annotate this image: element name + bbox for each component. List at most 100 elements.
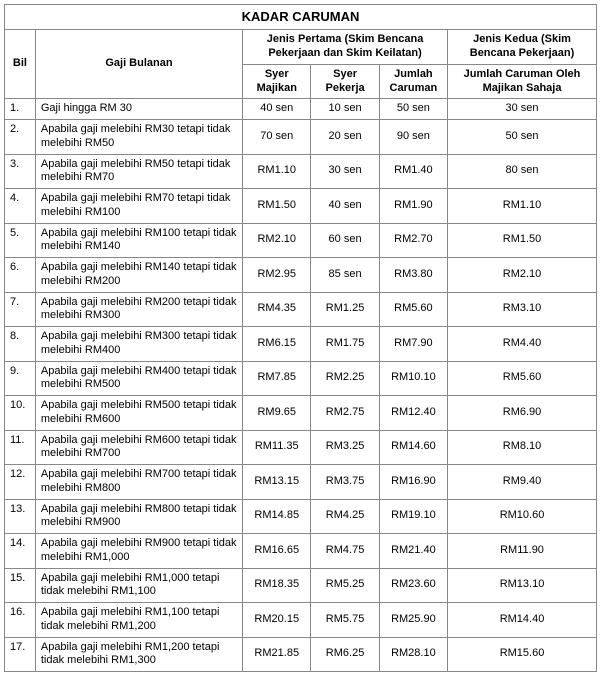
cell-syer-pekerja: 30 sen [311, 154, 379, 189]
cell-bil: 13. [5, 499, 36, 534]
cell-jumlah: RM21.40 [379, 534, 447, 569]
cell-syer-majikan: RM9.65 [243, 396, 311, 431]
cell-kedua: RM8.10 [448, 430, 597, 465]
cell-gaji: Apabila gaji melebihi RM100 tetapi tidak… [35, 223, 242, 258]
table-row: 10.Apabila gaji melebihi RM500 tetapi ti… [5, 396, 597, 431]
cell-kedua: RM2.10 [448, 258, 597, 293]
header-jumlah-majikan: Jumlah Caruman Oleh Majikan Sahaja [448, 64, 597, 99]
header-gaji: Gaji Bulanan [35, 30, 242, 99]
cell-jumlah: RM16.90 [379, 465, 447, 500]
cell-syer-majikan: RM2.10 [243, 223, 311, 258]
cell-syer-majikan: RM16.65 [243, 534, 311, 569]
cell-jumlah: RM19.10 [379, 499, 447, 534]
cell-bil: 14. [5, 534, 36, 569]
cell-bil: 16. [5, 603, 36, 638]
cell-jumlah: RM7.90 [379, 327, 447, 362]
cell-syer-majikan: RM4.35 [243, 292, 311, 327]
cell-bil: 3. [5, 154, 36, 189]
table-row: 2.Apabila gaji melebihi RM30 tetapi tida… [5, 120, 597, 155]
cell-kedua: RM3.10 [448, 292, 597, 327]
cell-syer-majikan: RM14.85 [243, 499, 311, 534]
cell-kedua: RM4.40 [448, 327, 597, 362]
cell-syer-pekerja: RM4.75 [311, 534, 379, 569]
kadar-caruman-table: KADAR CARUMAN Bil Gaji Bulanan Jenis Per… [4, 4, 597, 672]
cell-gaji: Gaji hingga RM 30 [35, 99, 242, 120]
header-syer-pekerja: Syer Pekerja [311, 64, 379, 99]
cell-syer-majikan: 70 sen [243, 120, 311, 155]
cell-gaji: Apabila gaji melebihi RM500 tetapi tidak… [35, 396, 242, 431]
cell-bil: 1. [5, 99, 36, 120]
cell-jumlah: RM2.70 [379, 223, 447, 258]
cell-syer-pekerja: 40 sen [311, 189, 379, 224]
header-jenis-pertama: Jenis Pertama (Skim Bencana Pekerjaan da… [243, 30, 448, 65]
cell-gaji: Apabila gaji melebihi RM800 tetapi tidak… [35, 499, 242, 534]
table-row: 5.Apabila gaji melebihi RM100 tetapi tid… [5, 223, 597, 258]
table-body: 1.Gaji hingga RM 3040 sen10 sen50 sen30 … [5, 99, 597, 672]
table-row: 7.Apabila gaji melebihi RM200 tetapi tid… [5, 292, 597, 327]
cell-bil: 6. [5, 258, 36, 293]
cell-bil: 7. [5, 292, 36, 327]
cell-gaji: Apabila gaji melebihi RM300 tetapi tidak… [35, 327, 242, 362]
cell-syer-pekerja: RM2.75 [311, 396, 379, 431]
table-row: 9.Apabila gaji melebihi RM400 tetapi tid… [5, 361, 597, 396]
table-row: 4.Apabila gaji melebihi RM70 tetapi tida… [5, 189, 597, 224]
cell-kedua: RM6.90 [448, 396, 597, 431]
cell-gaji: Apabila gaji melebihi RM1,100 tetapi tid… [35, 603, 242, 638]
header-bil: Bil [5, 30, 36, 99]
header-syer-majikan: Syer Majikan [243, 64, 311, 99]
table-row: 15.Apabila gaji melebihi RM1,000 tetapi … [5, 568, 597, 603]
cell-jumlah: RM10.10 [379, 361, 447, 396]
cell-syer-pekerja: RM2.25 [311, 361, 379, 396]
cell-kedua: 30 sen [448, 99, 597, 120]
cell-syer-majikan: 40 sen [243, 99, 311, 120]
table-title: KADAR CARUMAN [5, 5, 597, 30]
cell-kedua: RM1.50 [448, 223, 597, 258]
cell-kedua: 50 sen [448, 120, 597, 155]
cell-kedua: RM1.10 [448, 189, 597, 224]
cell-syer-pekerja: RM4.25 [311, 499, 379, 534]
cell-gaji: Apabila gaji melebihi RM200 tetapi tidak… [35, 292, 242, 327]
cell-jumlah: 90 sen [379, 120, 447, 155]
cell-gaji: Apabila gaji melebihi RM140 tetapi tidak… [35, 258, 242, 293]
cell-jumlah: RM23.60 [379, 568, 447, 603]
cell-jumlah: 50 sen [379, 99, 447, 120]
cell-gaji: Apabila gaji melebihi RM1,200 tetapi tid… [35, 637, 242, 672]
cell-syer-majikan: RM11.35 [243, 430, 311, 465]
table-row: 12.Apabila gaji melebihi RM700 tetapi ti… [5, 465, 597, 500]
cell-jumlah: RM1.90 [379, 189, 447, 224]
cell-kedua: 80 sen [448, 154, 597, 189]
cell-syer-pekerja: RM5.75 [311, 603, 379, 638]
cell-bil: 5. [5, 223, 36, 258]
cell-syer-majikan: RM21.85 [243, 637, 311, 672]
cell-syer-pekerja: 85 sen [311, 258, 379, 293]
cell-syer-pekerja: 60 sen [311, 223, 379, 258]
cell-gaji: Apabila gaji melebihi RM1,000 tetapi tid… [35, 568, 242, 603]
cell-gaji: Apabila gaji melebihi RM30 tetapi tidak … [35, 120, 242, 155]
cell-jumlah: RM5.60 [379, 292, 447, 327]
cell-jumlah: RM14.60 [379, 430, 447, 465]
cell-kedua: RM11.90 [448, 534, 597, 569]
cell-jumlah: RM25.90 [379, 603, 447, 638]
cell-gaji: Apabila gaji melebihi RM900 tetapi tidak… [35, 534, 242, 569]
cell-gaji: Apabila gaji melebihi RM50 tetapi tidak … [35, 154, 242, 189]
cell-syer-pekerja: RM1.25 [311, 292, 379, 327]
cell-syer-majikan: RM1.50 [243, 189, 311, 224]
cell-gaji: Apabila gaji melebihi RM70 tetapi tidak … [35, 189, 242, 224]
cell-bil: 9. [5, 361, 36, 396]
cell-gaji: Apabila gaji melebihi RM400 tetapi tidak… [35, 361, 242, 396]
cell-syer-pekerja: RM3.75 [311, 465, 379, 500]
cell-bil: 11. [5, 430, 36, 465]
cell-gaji: Apabila gaji melebihi RM600 tetapi tidak… [35, 430, 242, 465]
cell-syer-majikan: RM13.15 [243, 465, 311, 500]
cell-syer-pekerja: RM6.25 [311, 637, 379, 672]
table-row: 6.Apabila gaji melebihi RM140 tetapi tid… [5, 258, 597, 293]
cell-bil: 4. [5, 189, 36, 224]
cell-jumlah: RM28.10 [379, 637, 447, 672]
cell-kedua: RM14.40 [448, 603, 597, 638]
cell-syer-majikan: RM2.95 [243, 258, 311, 293]
cell-syer-pekerja: RM5.25 [311, 568, 379, 603]
cell-gaji: Apabila gaji melebihi RM700 tetapi tidak… [35, 465, 242, 500]
table-row: 3.Apabila gaji melebihi RM50 tetapi tida… [5, 154, 597, 189]
cell-syer-majikan: RM6.15 [243, 327, 311, 362]
cell-jumlah: RM3.80 [379, 258, 447, 293]
